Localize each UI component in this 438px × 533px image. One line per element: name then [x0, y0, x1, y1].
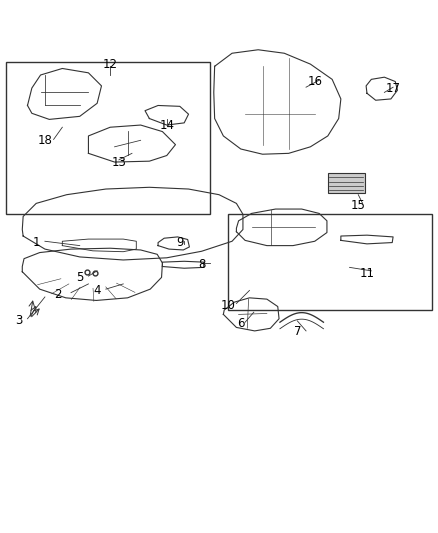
- Text: 14: 14: [159, 118, 174, 132]
- Text: 11: 11: [360, 266, 374, 279]
- Text: 9: 9: [176, 236, 184, 249]
- Text: 13: 13: [111, 156, 126, 168]
- Text: 15: 15: [351, 199, 366, 212]
- Text: 2: 2: [54, 288, 62, 301]
- Text: 4: 4: [93, 284, 101, 297]
- Text: 5: 5: [76, 271, 83, 284]
- Text: 16: 16: [307, 75, 322, 88]
- Text: 6: 6: [237, 317, 244, 329]
- Text: 18: 18: [38, 134, 53, 147]
- Text: 17: 17: [385, 82, 401, 94]
- Bar: [228, 214, 432, 310]
- Text: 1: 1: [32, 236, 40, 249]
- Text: 7: 7: [293, 325, 301, 338]
- Bar: [6, 62, 210, 214]
- Bar: [328, 173, 365, 192]
- Text: 8: 8: [198, 258, 205, 271]
- Text: 3: 3: [15, 314, 22, 327]
- Text: 12: 12: [102, 58, 118, 70]
- Text: 10: 10: [220, 299, 235, 312]
